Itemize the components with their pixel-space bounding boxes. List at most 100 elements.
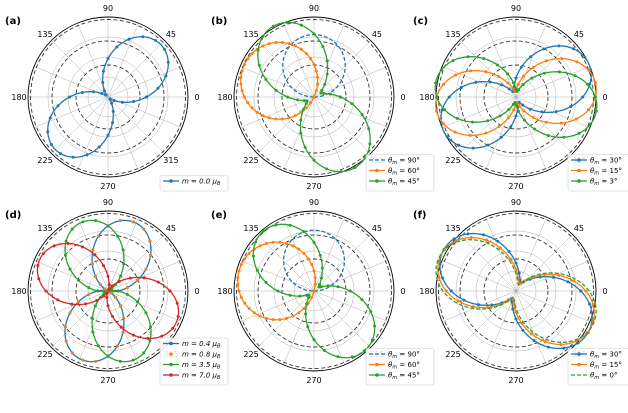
data-point — [115, 45, 119, 49]
legend-label: m = 7.0 μB — [182, 372, 221, 382]
data-point — [328, 92, 332, 96]
radial-gridline — [475, 250, 557, 332]
data-point — [348, 289, 352, 293]
data-point — [299, 47, 303, 51]
legend-label: θm = 90° — [388, 157, 420, 167]
data-point — [302, 252, 306, 256]
data-point — [320, 88, 324, 92]
angle-tick-label: 270 — [508, 376, 523, 385]
data-point — [589, 122, 593, 126]
data-point — [264, 281, 268, 285]
data-point — [312, 289, 316, 293]
angle-tick-label: 135 — [37, 224, 52, 233]
data-point — [70, 302, 74, 306]
panel-label: (e) — [211, 210, 227, 221]
data-point — [110, 284, 114, 288]
data-point — [264, 316, 268, 320]
data-point — [106, 57, 110, 61]
data-point — [588, 82, 592, 86]
data-point — [496, 239, 500, 243]
data-point — [469, 236, 473, 240]
data-point — [559, 121, 563, 125]
data-point — [514, 268, 518, 272]
data-point — [121, 330, 125, 334]
data-point — [116, 289, 120, 293]
legend-box — [365, 154, 435, 192]
data-point — [528, 107, 532, 111]
dashed-ring-outer — [236, 213, 392, 369]
data-point — [41, 252, 45, 256]
angle-tick-label: 135 — [445, 224, 460, 233]
data-point — [312, 269, 316, 273]
data-point — [321, 45, 325, 49]
data-point — [100, 91, 104, 95]
angle-tick-label: 225 — [37, 350, 52, 359]
data-point — [323, 82, 327, 86]
data-point — [93, 274, 97, 278]
data-point — [135, 278, 139, 282]
data-point — [591, 303, 595, 307]
legend-marker — [375, 168, 379, 173]
polar-frame — [435, 210, 597, 372]
data-point — [286, 95, 290, 99]
data-point — [111, 121, 115, 125]
radial-gridline — [47, 36, 169, 158]
data-point — [367, 127, 371, 131]
data-point — [466, 232, 470, 236]
data-point — [299, 23, 303, 27]
radial-gridline — [273, 250, 355, 332]
data-point — [102, 89, 106, 93]
data-point — [462, 298, 466, 302]
legend-label: θm = 30° — [590, 351, 622, 361]
data-point — [576, 341, 580, 345]
data-point — [544, 59, 548, 63]
legend-label: θm = 60° — [388, 361, 420, 371]
data-point — [531, 65, 535, 69]
data-point — [513, 101, 517, 105]
legend-label: m = 0.0 μB — [182, 178, 221, 188]
data-point — [471, 120, 475, 124]
data-point — [285, 316, 289, 320]
radial-gridline — [455, 230, 577, 352]
data-point — [370, 338, 374, 342]
dashed-ring-outer — [30, 19, 186, 175]
data-point — [574, 117, 578, 121]
polar-frame — [27, 210, 189, 372]
data-point — [44, 289, 48, 293]
data-point — [240, 69, 244, 73]
data-point — [278, 240, 282, 244]
data-point — [530, 332, 534, 336]
data-point — [132, 100, 136, 104]
data-point — [514, 317, 518, 321]
data-point — [91, 248, 95, 252]
data-point — [476, 303, 480, 307]
data-point — [288, 223, 292, 227]
data-point — [84, 302, 88, 306]
angle-tick-label: 135 — [243, 30, 258, 39]
data-point — [274, 117, 278, 121]
data-point — [239, 82, 243, 86]
data-point — [312, 32, 316, 36]
data-point — [484, 131, 488, 135]
angle-tick-label: 270 — [306, 376, 321, 385]
data-point — [362, 349, 366, 353]
data-point — [250, 106, 254, 110]
data-point — [301, 108, 305, 112]
data-point — [96, 344, 100, 348]
legend-marker — [169, 341, 173, 346]
data-point — [439, 68, 443, 72]
data-point — [517, 88, 521, 92]
data-point — [451, 59, 455, 63]
data-point — [119, 325, 123, 329]
data-point — [106, 224, 110, 228]
data-point — [70, 227, 74, 231]
radial-gridline — [87, 76, 129, 118]
data-point — [459, 85, 463, 89]
data-point — [93, 304, 97, 308]
data-point — [70, 351, 74, 355]
data-point — [542, 47, 546, 51]
angle-tick-label: 0 — [602, 93, 607, 102]
data-point — [529, 55, 533, 59]
